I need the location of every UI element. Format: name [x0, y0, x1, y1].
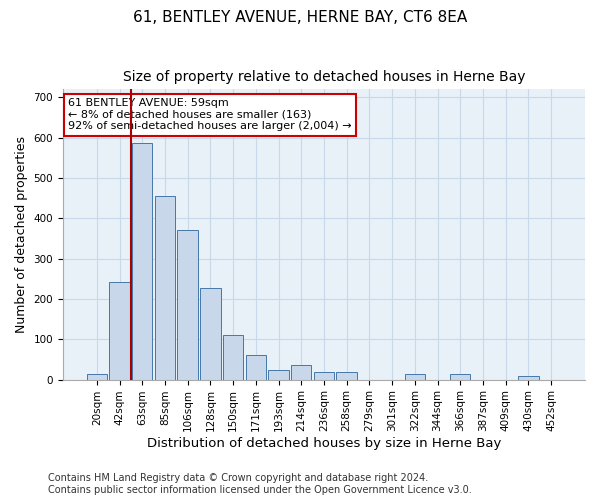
Bar — [291, 366, 311, 380]
Bar — [86, 374, 107, 380]
Bar — [132, 143, 152, 380]
Y-axis label: Number of detached properties: Number of detached properties — [15, 136, 28, 333]
Bar — [245, 356, 266, 380]
Bar — [450, 374, 470, 380]
Text: 61 BENTLEY AVENUE: 59sqm
← 8% of detached houses are smaller (163)
92% of semi-d: 61 BENTLEY AVENUE: 59sqm ← 8% of detache… — [68, 98, 352, 131]
Bar — [109, 282, 130, 380]
Bar — [518, 376, 539, 380]
Bar — [314, 372, 334, 380]
Text: Contains HM Land Registry data © Crown copyright and database right 2024.
Contai: Contains HM Land Registry data © Crown c… — [48, 474, 472, 495]
Bar — [178, 230, 198, 380]
X-axis label: Distribution of detached houses by size in Herne Bay: Distribution of detached houses by size … — [147, 437, 501, 450]
Bar — [155, 196, 175, 380]
Bar — [200, 288, 221, 380]
Bar — [337, 372, 357, 380]
Bar — [223, 336, 244, 380]
Text: 61, BENTLEY AVENUE, HERNE BAY, CT6 8EA: 61, BENTLEY AVENUE, HERNE BAY, CT6 8EA — [133, 10, 467, 25]
Bar — [404, 374, 425, 380]
Title: Size of property relative to detached houses in Herne Bay: Size of property relative to detached ho… — [123, 70, 525, 84]
Bar — [268, 370, 289, 380]
